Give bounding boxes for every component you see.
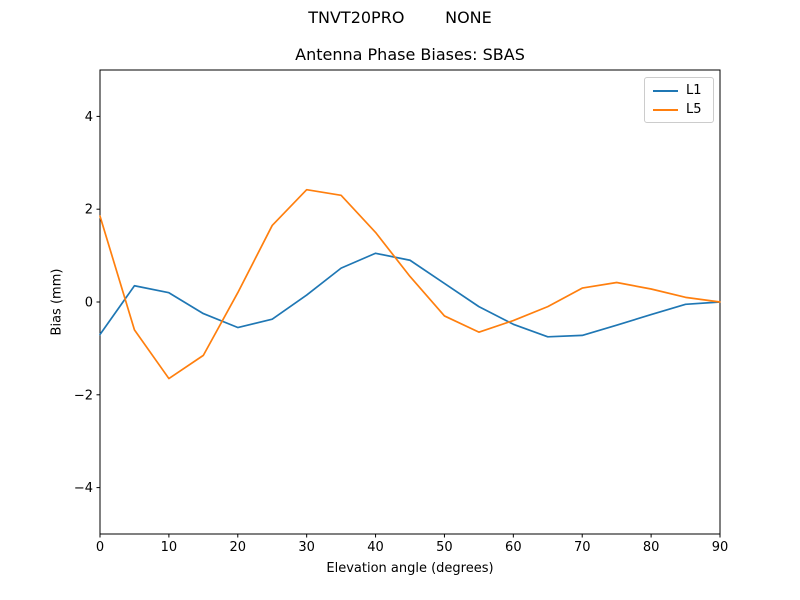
y-tick-label: 0 <box>85 296 93 311</box>
l5-line-swatch <box>653 108 678 111</box>
axes-spines <box>99 69 721 535</box>
y-tick-label: −4 <box>74 481 93 496</box>
legend-item-l5: L5 <box>653 103 705 116</box>
x-tick-label: 30 <box>298 540 315 555</box>
figure-suptitle: TNVT20PRO NONE <box>308 8 492 27</box>
legend-item-l1: L1 <box>653 84 705 97</box>
x-tick-label: 90 <box>712 540 729 555</box>
y-tick-label: 2 <box>85 203 93 218</box>
legend-label-l5: L5 <box>686 102 702 117</box>
legend-label-l1: L1 <box>686 83 702 98</box>
series-line-l1 <box>99 252 721 338</box>
x-tick-label: 60 <box>505 540 522 555</box>
x-tick-label: 0 <box>96 540 104 555</box>
x-tick-label: 20 <box>230 540 247 555</box>
y-tick-label: 4 <box>85 110 93 125</box>
x-tick-label: 50 <box>436 540 453 555</box>
x-axis-label: Elevation angle (degrees) <box>326 561 494 576</box>
x-tick-label: 10 <box>161 540 178 555</box>
x-tick-label: 80 <box>643 540 660 555</box>
x-tick-label: 70 <box>574 540 591 555</box>
y-tick-label: −2 <box>74 388 93 403</box>
series-line-l5 <box>99 188 721 380</box>
y-axis-label: Bias (mm) <box>49 268 65 336</box>
legend: L1 L5 <box>644 77 714 123</box>
chart-title: Antenna Phase Biases: SBAS <box>295 45 525 64</box>
l1-line-swatch <box>653 89 678 92</box>
x-tick-label: 40 <box>367 540 384 555</box>
